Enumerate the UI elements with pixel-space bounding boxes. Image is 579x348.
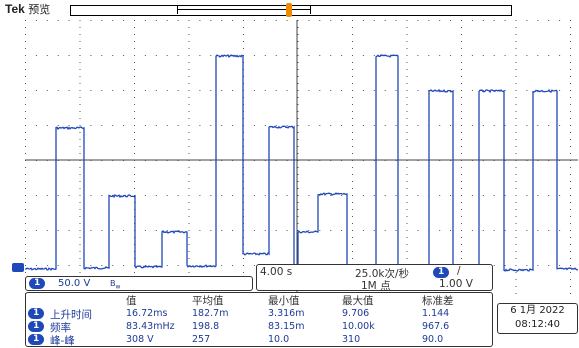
measurement-name: 峰-峰 bbox=[50, 335, 75, 347]
col-header-std: 标准差 bbox=[422, 295, 454, 307]
brand-logo: Tek bbox=[5, 2, 25, 16]
measurement-value: 83.43mHz bbox=[126, 321, 175, 332]
channel-scale-box[interactable]: 1 50.0 V Bw bbox=[25, 276, 253, 291]
trigger-level: 1.00 V bbox=[439, 278, 473, 290]
measurement-std: 967.6 bbox=[422, 321, 450, 332]
measurement-max: 10.00k bbox=[342, 321, 375, 332]
channel-1-trace bbox=[25, 54, 578, 272]
channel-badge: 1 bbox=[29, 278, 46, 289]
graticule bbox=[25, 20, 578, 299]
sample-rate: 25.0k次/秒 bbox=[355, 268, 409, 280]
measurement-std: 1.144 bbox=[422, 308, 450, 319]
measurement-mean: 182.7m bbox=[192, 308, 229, 319]
time-per-div: 4.00 s bbox=[260, 266, 293, 278]
measurement-source-badge: 1 bbox=[28, 308, 45, 319]
measurement-mean: 198.8 bbox=[192, 321, 220, 332]
brand-label: Tek 预览 bbox=[5, 2, 50, 17]
measurement-value: 16.72ms bbox=[126, 308, 168, 319]
mode-label: 预览 bbox=[28, 3, 51, 16]
channel-1-ground-marker[interactable] bbox=[12, 263, 24, 272]
channel-scale: 50.0 V bbox=[58, 278, 91, 289]
trigger-position-marker[interactable] bbox=[286, 3, 292, 17]
measurement-mean: 257 bbox=[192, 334, 211, 345]
time-label: 08:12:40 bbox=[515, 319, 560, 330]
horizontal-trigger-box[interactable]: 4.00 s 25.0k次/秒 1 / 1M 点 1.00 V bbox=[256, 264, 493, 292]
measurement-min: 83.15m bbox=[268, 321, 305, 332]
datetime-box: 6 1月 2022 08:12:40 bbox=[497, 303, 578, 334]
measurement-source-badge: 1 bbox=[28, 321, 45, 332]
record-view-window[interactable] bbox=[177, 5, 311, 14]
trigger-slope-icon: / bbox=[457, 265, 461, 277]
measurement-name: 频率 bbox=[50, 322, 71, 334]
measurement-max: 9.706 bbox=[342, 308, 370, 319]
measurements-panel[interactable]: 值 平均值 最小值 最大值 标准差 1 上升时间 16.72ms 182.7m … bbox=[25, 292, 493, 347]
date-label: 6 1月 2022 bbox=[510, 305, 565, 316]
waveform-display[interactable] bbox=[25, 20, 578, 299]
measurement-max: 310 bbox=[342, 334, 361, 345]
measurement-min: 10.0 bbox=[268, 334, 290, 345]
col-header-mean: 平均值 bbox=[192, 295, 224, 307]
measurement-name: 上升时间 bbox=[50, 309, 92, 321]
record-length: 1M 点 bbox=[361, 280, 391, 292]
measurement-min: 3.316m bbox=[268, 308, 305, 319]
col-header-max: 最大值 bbox=[342, 295, 374, 307]
measurement-value: 308 V bbox=[126, 334, 154, 345]
col-header-value: 值 bbox=[126, 295, 137, 307]
bw-limit-icon: Bw bbox=[110, 279, 121, 291]
measurement-source-badge: 1 bbox=[28, 334, 45, 345]
col-header-min: 最小值 bbox=[268, 295, 300, 307]
trigger-source-badge: 1 bbox=[433, 267, 450, 278]
measurement-std: 90.0 bbox=[422, 334, 444, 345]
